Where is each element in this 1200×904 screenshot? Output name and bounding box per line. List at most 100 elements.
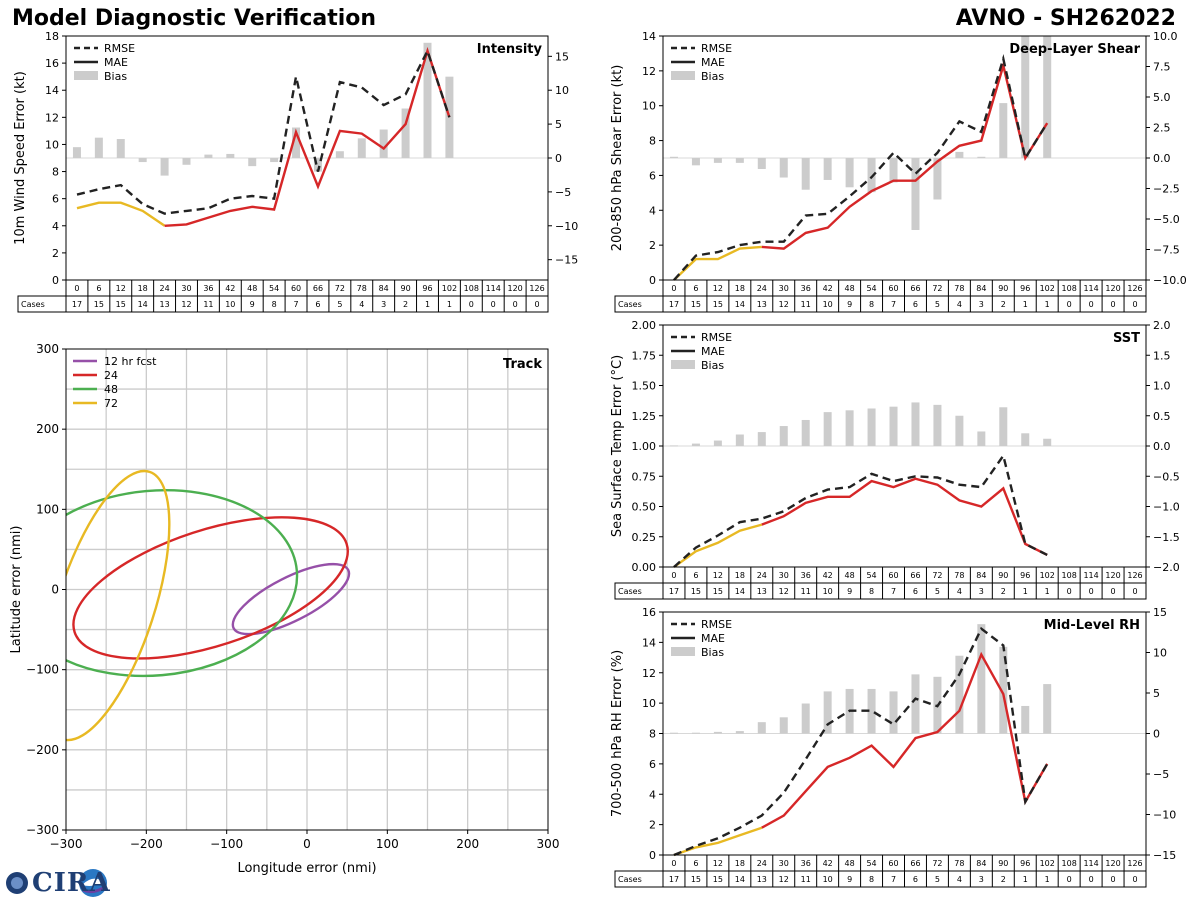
leadtime-label: 72 (932, 571, 942, 580)
bias-bar (779, 158, 788, 178)
leadtime-label: 48 (845, 571, 855, 580)
y2-tick-label: 2.0 (1153, 319, 1171, 332)
y-tick-label: 16 (45, 57, 59, 70)
mae-line-early (673, 245, 762, 281)
case-count: 2 (1001, 587, 1006, 596)
legend-bias-label: Bias (701, 646, 724, 659)
y-tick-label: 1.25 (632, 410, 657, 423)
bias-bar (335, 151, 344, 158)
case-count: 13 (757, 300, 767, 309)
leadtime-label: 114 (486, 284, 501, 293)
mae-line-late (761, 651, 1049, 829)
mae-line-late (164, 46, 451, 227)
rmse-line (673, 452, 1048, 568)
y-tick-label: 12 (642, 667, 656, 680)
y-tick-label: 10 (45, 138, 59, 151)
bias-bar (889, 691, 898, 734)
leadtime-label: 114 (1083, 284, 1098, 293)
bias-bar (94, 137, 103, 158)
bias-bar (999, 407, 1008, 446)
leadtime-label: 48 (247, 284, 257, 293)
leadtime-label: 96 (1020, 859, 1030, 868)
leadtime-label: 84 (976, 284, 986, 293)
y2-tick-label: −5 (1153, 768, 1169, 781)
leadtime-label: 54 (269, 284, 279, 293)
case-count: 13 (757, 875, 767, 884)
bias-bar (801, 703, 810, 734)
x-axis-label: Longitude error (nmi) (237, 861, 376, 876)
leadtime-label: 96 (1020, 284, 1030, 293)
rmse-line (673, 626, 1049, 857)
bias-bar (779, 426, 788, 446)
ellipse-group (66, 469, 351, 742)
case-count: 15 (691, 875, 701, 884)
mae-line-early (673, 826, 763, 857)
panel-title: Track (503, 357, 542, 372)
leadtime-label: 12 (713, 284, 723, 293)
leadtime-label: 0 (671, 859, 676, 868)
y-tick-label: 2 (649, 819, 656, 832)
case-count: 4 (359, 300, 364, 309)
leadtime-label: 108 (464, 284, 479, 293)
leadtime-label: 120 (1105, 571, 1120, 580)
logo-graphic (6, 869, 107, 897)
y2-tick-label: −1.5 (1153, 531, 1180, 544)
case-count: 5 (935, 587, 940, 596)
panel-shear: 02468101214−10.0−7.5−5.0−2.50.02.55.07.5… (610, 30, 1187, 313)
bias-bar (1043, 36, 1052, 158)
bias-bar (713, 731, 722, 734)
case-count: 0 (1132, 587, 1137, 596)
case-count: 0 (1111, 300, 1116, 309)
y2-tick-label: 0 (1153, 728, 1160, 741)
case-count: 2 (403, 300, 408, 309)
legend-track-label: 72 (104, 397, 118, 410)
leadtime-label: 102 (1040, 284, 1055, 293)
y-axis-label: 10m Wind Speed Error (kt) (13, 71, 28, 245)
bias-bar (116, 139, 125, 158)
leadtime-label: 18 (735, 859, 745, 868)
y2-tick-label: 7.5 (1153, 61, 1171, 74)
leadtime-label: 42 (823, 571, 833, 580)
case-count: 2 (1001, 875, 1006, 884)
leadtime-label: 24 (757, 284, 767, 293)
y2-tick-label: −2.0 (1153, 561, 1180, 574)
bias-bar (204, 154, 213, 158)
case-count: 6 (913, 875, 918, 884)
y2-tick-label: 10.0 (1153, 30, 1178, 43)
y-tick-label: 8 (52, 166, 59, 179)
y2-tick-label: −10 (555, 220, 578, 233)
y-axis-label: 700-500 hPa RH Error (%) (610, 650, 625, 817)
case-count: 1 (425, 300, 430, 309)
mae-line-late (761, 477, 1048, 556)
case-count: 0 (534, 300, 539, 309)
leadtime-label: 78 (954, 859, 964, 868)
leadtime-label: 60 (291, 284, 301, 293)
bias-bar (292, 127, 301, 158)
y2-tick-label: 0.5 (1153, 410, 1171, 423)
bias-bar (757, 722, 766, 734)
bias-bar (757, 158, 766, 169)
leadtime-label: 126 (1127, 571, 1142, 580)
case-count: 0 (1067, 587, 1072, 596)
y-tick-label: 200 (36, 422, 59, 436)
y2-tick-label: 5 (1153, 687, 1160, 700)
leadtime-label: 120 (507, 284, 522, 293)
bias-bar (889, 406, 898, 446)
case-count: 3 (381, 300, 386, 309)
bias-bar (72, 147, 81, 158)
case-count: 7 (891, 875, 896, 884)
y-tick-label: 18 (45, 30, 59, 43)
bias-bar (955, 655, 964, 734)
bias-bar (757, 432, 766, 446)
leadtime-label: 108 (1062, 859, 1077, 868)
bias-bar (911, 158, 920, 230)
legend-rmse-label: RMSE (701, 618, 732, 631)
case-count: 7 (891, 587, 896, 596)
panel-title: SST (1113, 331, 1140, 346)
case-count: 15 (713, 300, 723, 309)
cira-logo: CIRA (4, 866, 110, 900)
case-count: 5 (935, 875, 940, 884)
case-count: 8 (869, 587, 874, 596)
y2-tick-label: 10 (555, 84, 569, 97)
y2-tick-label: 5.0 (1153, 91, 1171, 104)
